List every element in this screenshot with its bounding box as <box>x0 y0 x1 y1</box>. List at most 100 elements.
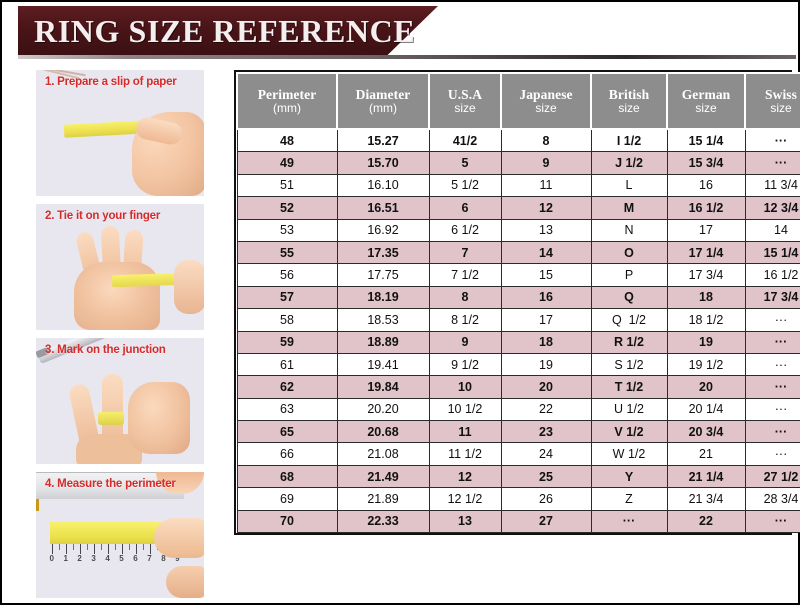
table-row: 62 19.84 10 20 T 1/2 20 ··· <box>236 375 800 399</box>
table-cell: 22 <box>666 509 746 534</box>
column-header-subtitle: size <box>618 100 640 115</box>
step-3-mark-junction: 3. Mark on the junction <box>36 338 204 464</box>
table-cell: 69 <box>236 487 338 511</box>
table-cell: 11 3/4 <box>744 173 800 198</box>
table-cell: 5 1/2 <box>428 173 502 198</box>
table-row: 70 22.33 13 27 ··· 22 ··· <box>236 509 800 534</box>
finger-shape <box>166 566 204 598</box>
column-header-title: U.S.A <box>447 86 483 102</box>
step-1-label: 1. Prepare a slip of paper <box>45 76 177 88</box>
finger-shape <box>102 374 123 448</box>
table-cell: 18 <box>500 330 592 354</box>
table-cell: 11 <box>428 420 502 444</box>
table-cell: 41/2 <box>428 128 502 153</box>
table-cell: 21.89 <box>336 487 430 511</box>
table-cell: V 1/2 <box>590 420 668 444</box>
table-cell: 10 1/2 <box>428 397 502 422</box>
table-row: 69 21.89 12 1/2 26 Z 21 3/4 28 3/4 <box>236 487 800 511</box>
table-cell: 12 1/2 <box>428 487 502 511</box>
ruler-number: 7 <box>147 554 152 563</box>
column-header-german: German size <box>666 72 746 130</box>
banner-divider-rule <box>18 55 796 59</box>
table-cell: 20 1/4 <box>666 397 746 422</box>
ruler-tick <box>135 544 137 554</box>
pen-mark-shape <box>36 499 39 511</box>
column-header-british: British size <box>590 72 668 130</box>
table-cell: P <box>590 263 668 287</box>
table-row: 59 18.89 9 18 R 1/2 19 ··· <box>236 330 800 354</box>
table-cell: N <box>590 218 668 242</box>
table-cell: 26 <box>500 487 592 511</box>
ruler-tick <box>100 544 102 550</box>
table-cell: 16 1/2 <box>744 263 800 287</box>
table-cell: Q <box>590 285 668 310</box>
paper-ring-shape <box>98 412 124 425</box>
table-cell: 17 <box>666 218 746 242</box>
ruler-tick <box>58 544 60 550</box>
table-cell: 17 3/4 <box>666 263 746 287</box>
table-cell: 13 <box>500 218 592 242</box>
ruler-tick <box>121 544 123 554</box>
table-cell: 15 3/4 <box>666 151 746 175</box>
table-cell: 21.08 <box>336 442 430 466</box>
column-header-title: Japanese <box>519 86 573 102</box>
table-cell: 51 <box>236 173 338 198</box>
table-cell: 9 <box>500 151 592 175</box>
table-cell: 12 <box>428 464 502 489</box>
table-cell: 20.20 <box>336 397 430 422</box>
instruction-steps: 1. Prepare a slip of paper 2. Tie it on … <box>36 70 204 598</box>
table-cell: 16 <box>500 285 592 310</box>
column-header-u-s-a: U.S.A size <box>428 72 502 130</box>
table-cell: 17 <box>500 308 592 332</box>
table-row: 52 16.51 6 12 M 16 1/2 12 3/4 <box>236 196 800 220</box>
table-cell: 8 <box>428 285 502 310</box>
table-cell: U 1/2 <box>590 397 668 422</box>
step-3-label: 3. Mark on the junction <box>45 344 166 356</box>
table-cell: 16 1/2 <box>666 196 746 220</box>
table-cell: 17.35 <box>336 240 430 265</box>
finger-shape <box>156 472 204 494</box>
table-cell: 15.70 <box>336 151 430 175</box>
table-row: 68 21.49 12 25 Y 21 1/4 27 1/2 <box>236 464 800 489</box>
second-hand-shape <box>128 382 190 454</box>
table-row: 61 19.41 9 1/2 19 S 1/2 19 1/2 ··· <box>236 352 800 377</box>
table-cell: S 1/2 <box>590 352 668 377</box>
table-cell: 62 <box>236 375 338 399</box>
table-cell: 17.75 <box>336 263 430 287</box>
step-2-tie-on-finger: 2. Tie it on your finger <box>36 204 204 330</box>
table-cell: 27 <box>500 509 592 534</box>
step-4-label: 4. Measure the perimeter <box>45 478 176 490</box>
ruler-number: 1 <box>63 554 68 563</box>
title-banner: RING SIZE REFERENCE <box>4 4 800 60</box>
table-cell: ··· <box>590 509 668 534</box>
table-cell: 18 1/2 <box>666 308 746 332</box>
table-cell: 14 <box>500 240 592 265</box>
table-cell: 6 1/2 <box>428 218 502 242</box>
table-cell: 11 1/2 <box>428 442 502 466</box>
table-cell: 57 <box>236 285 338 310</box>
ruler-tick <box>128 544 130 550</box>
table-cell: R 1/2 <box>590 330 668 354</box>
table-cell: 6 <box>428 196 502 220</box>
table-cell: ··· <box>744 397 800 422</box>
table-cell: 9 1/2 <box>428 352 502 377</box>
table-cell: 17 1/4 <box>666 240 746 265</box>
table-row: 48 15.27 41/2 8 I 1/2 15 1/4 ··· <box>236 128 800 153</box>
table-cell: 58 <box>236 308 338 332</box>
table-cell: 20.68 <box>336 420 430 444</box>
ruler-number: 0 <box>49 554 54 563</box>
table-cell: 52 <box>236 196 338 220</box>
table-row: 56 17.75 7 1/2 15 P 17 3/4 16 1/2 <box>236 263 800 287</box>
column-header-subtitle: (mm) <box>273 100 301 115</box>
ruler-tick <box>142 544 144 550</box>
table-cell: 61 <box>236 352 338 377</box>
ruler-tick <box>86 544 88 550</box>
banner-shape <box>18 6 438 55</box>
table-cell: 5 <box>428 151 502 175</box>
table-cell: 22 <box>500 397 592 422</box>
table-cell: 8 <box>500 128 592 153</box>
table-cell: 21 1/4 <box>666 464 746 489</box>
table-row: 53 16.92 6 1/2 13 N 17 14 <box>236 218 800 242</box>
table-cell: 17 3/4 <box>744 285 800 310</box>
table-cell: 27 1/2 <box>744 464 800 489</box>
